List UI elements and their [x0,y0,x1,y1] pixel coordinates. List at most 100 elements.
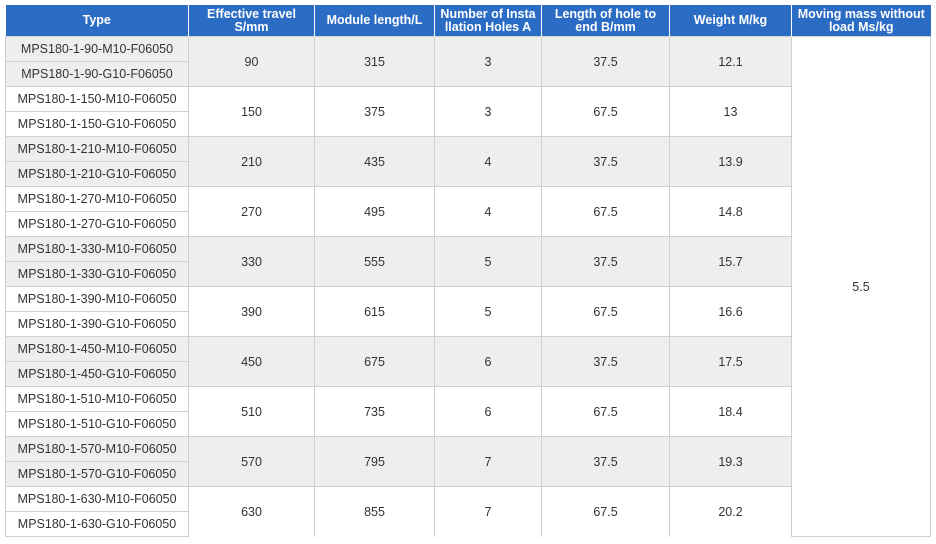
cell-weight: 16.6 [669,286,792,337]
cell-installation-holes: 7 [434,436,542,487]
cell-weight: 18.4 [669,386,792,437]
header-moving-mass: Moving mass without load Ms/kg [791,5,931,37]
cell-hole-to-end: 37.5 [541,36,670,87]
cell-weight: 19.3 [669,436,792,487]
cell-hole-to-end: 67.5 [541,386,670,437]
cell-module-length: 375 [314,86,435,137]
table-header: Type Effective travel S/mm Module length… [5,5,931,37]
cell-hole-to-end: 37.5 [541,236,670,287]
cell-type: MPS180-1-330-G10-F06050 [5,261,189,287]
cell-installation-holes: 5 [434,286,542,337]
cell-type: MPS180-1-270-M10-F06050 [5,186,189,212]
cell-installation-holes: 3 [434,86,542,137]
cell-type: MPS180-1-210-M10-F06050 [5,136,189,162]
table-row: MPS180-1-450-G10-F06050 [5,361,931,387]
table-row: MPS180-1-330-G10-F06050 [5,261,931,287]
cell-effective-travel: 150 [188,86,315,137]
cell-type: MPS180-1-150-M10-F06050 [5,86,189,112]
cell-installation-holes: 6 [434,336,542,387]
cell-effective-travel: 330 [188,236,315,287]
cell-weight: 14.8 [669,186,792,237]
cell-type: MPS180-1-150-G10-F06050 [5,111,189,137]
cell-module-length: 795 [314,436,435,487]
table-row: MPS180-1-570-G10-F06050 [5,461,931,487]
cell-type: MPS180-1-390-M10-F06050 [5,286,189,312]
cell-effective-travel: 90 [188,36,315,87]
cell-hole-to-end: 37.5 [541,136,670,187]
header-weight: Weight M/kg [669,5,792,37]
cell-module-length: 675 [314,336,435,387]
table-row: MPS180-1-150-G10-F06050 [5,111,931,137]
table-row: MPS180-1-90-G10-F06050 [5,61,931,87]
header-hole-to-end: Length of hole to end B/mm [541,5,670,37]
cell-type: MPS180-1-90-G10-F06050 [5,61,189,87]
table-row: MPS180-1-210-G10-F06050 [5,161,931,187]
cell-type: MPS180-1-390-G10-F06050 [5,311,189,337]
table-row: MPS180-1-510-G10-F06050 [5,411,931,437]
cell-module-length: 735 [314,386,435,437]
cell-hole-to-end: 37.5 [541,336,670,387]
cell-installation-holes: 4 [434,136,542,187]
table-row: MPS180-1-510-M10-F06050 510 735 6 67.5 18.4 [5,386,931,437]
cell-type: MPS180-1-570-M10-F06050 [5,436,189,462]
cell-type: MPS180-1-450-G10-F06050 [5,361,189,387]
cell-effective-travel: 210 [188,136,315,187]
cell-weight: 13.9 [669,136,792,187]
cell-weight: 13 [669,86,792,137]
cell-installation-holes: 6 [434,386,542,437]
table-row: MPS180-1-210-M10-F06050 210 435 4 37.5 13.9 [5,136,931,187]
header-type: Type [5,5,189,37]
cell-moving-mass: 5.5 [791,36,931,537]
cell-type: MPS180-1-510-M10-F06050 [5,386,189,412]
cell-weight: 12.1 [669,36,792,87]
cell-module-length: 555 [314,236,435,287]
table-row: MPS180-1-450-M10-F06050 450 675 6 37.5 17.5 [5,336,931,387]
table-row: MPS180-1-630-G10-F06050 [5,511,931,537]
table-row: MPS180-1-150-M10-F06050 150 375 3 67.5 13 [5,86,931,137]
header-installation-holes: Number of Insta llation Holes A [434,5,542,37]
cell-effective-travel: 390 [188,286,315,337]
cell-hole-to-end: 67.5 [541,186,670,237]
header-effective-travel: Effective travel S/mm [188,5,315,37]
cell-module-length: 615 [314,286,435,337]
table-row: MPS180-1-270-M10-F06050 270 495 4 67.5 14.8 [5,186,931,237]
cell-type: MPS180-1-210-G10-F06050 [5,161,189,187]
cell-type: MPS180-1-570-G10-F06050 [5,461,189,487]
cell-module-length: 495 [314,186,435,237]
cell-effective-travel: 510 [188,386,315,437]
cell-type: MPS180-1-330-M10-F06050 [5,236,189,262]
cell-weight: 20.2 [669,486,792,537]
cell-installation-holes: 3 [434,36,542,87]
cell-hole-to-end: 67.5 [541,486,670,537]
cell-effective-travel: 630 [188,486,315,537]
cell-hole-to-end: 67.5 [541,286,670,337]
cell-type: MPS180-1-630-M10-F06050 [5,486,189,512]
table-body: MPS180-1-90-M10-F06050 90 315 3 37.5 12.1 5.5 M… [5,36,931,537]
cell-weight: 15.7 [669,236,792,287]
cell-type: MPS180-1-510-G10-F06050 [5,411,189,437]
cell-type: MPS180-1-630-G10-F06050 [5,511,189,537]
cell-hole-to-end: 67.5 [541,86,670,137]
cell-installation-holes: 7 [434,486,542,537]
table-row: MPS180-1-330-M10-F06050 330 555 5 37.5 15.7 [5,236,931,287]
cell-effective-travel: 450 [188,336,315,387]
cell-effective-travel: 270 [188,186,315,237]
cell-hole-to-end: 37.5 [541,436,670,487]
table-row: MPS180-1-90-M10-F06050 90 315 3 37.5 12.1 5.5 [5,36,931,537]
header-module-length: Module length/L [314,5,435,37]
cell-module-length: 315 [314,36,435,87]
table-row: MPS180-1-390-G10-F06050 [5,311,931,337]
table-row: MPS180-1-570-M10-F06050 570 795 7 37.5 19.3 [5,436,931,487]
cell-module-length: 435 [314,136,435,187]
cell-module-length: 855 [314,486,435,537]
cell-installation-holes: 5 [434,236,542,287]
cell-type: MPS180-1-270-G10-F06050 [5,211,189,237]
cell-type: MPS180-1-450-M10-F06050 [5,336,189,362]
cell-weight: 17.5 [669,336,792,387]
table-row: MPS180-1-630-M10-F06050 630 855 7 67.5 20.2 [5,486,931,537]
table-row: MPS180-1-390-M10-F06050 390 615 5 67.5 16.6 [5,286,931,337]
cell-installation-holes: 4 [434,186,542,237]
table-row: MPS180-1-270-G10-F06050 [5,211,931,237]
cell-effective-travel: 570 [188,436,315,487]
cell-type: MPS180-1-90-M10-F06050 [5,36,189,62]
